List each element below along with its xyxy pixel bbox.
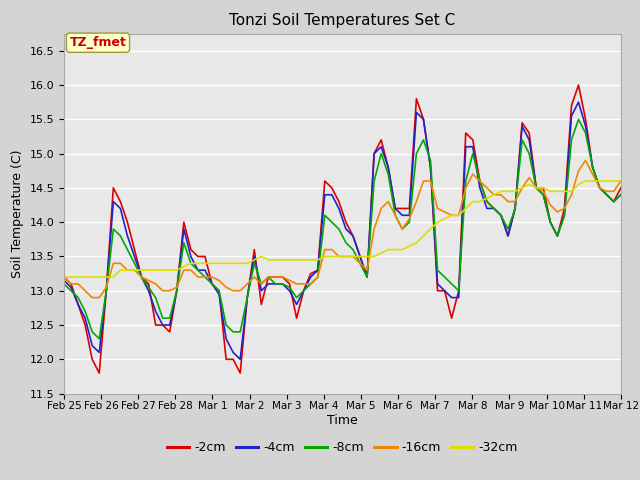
- X-axis label: Time: Time: [327, 414, 358, 427]
- Y-axis label: Soil Temperature (C): Soil Temperature (C): [11, 149, 24, 278]
- Legend: -2cm, -4cm, -8cm, -16cm, -32cm: -2cm, -4cm, -8cm, -16cm, -32cm: [162, 436, 523, 459]
- Title: Tonzi Soil Temperatures Set C: Tonzi Soil Temperatures Set C: [229, 13, 456, 28]
- Text: TZ_fmet: TZ_fmet: [70, 36, 127, 49]
